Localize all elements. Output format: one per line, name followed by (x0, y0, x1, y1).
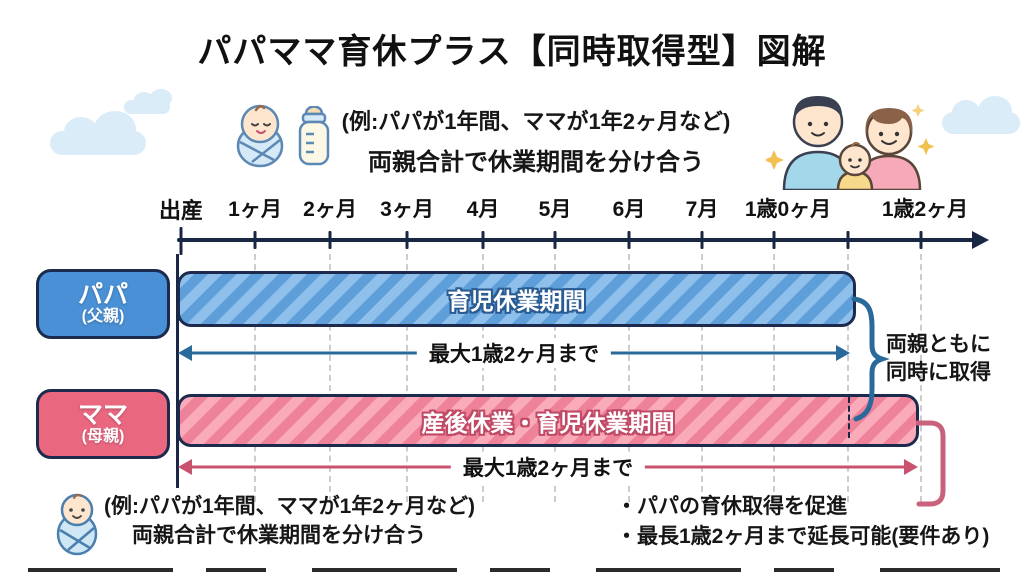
axis-tick (481, 231, 485, 249)
bottom-example-note: (例:パパが1年間、ママが1年2ヶ月など) 両親合計で休業期間を分け合う (104, 492, 475, 550)
bottom-note-line1: (例:パパが1年間、ママが1年2ヶ月など) (104, 495, 476, 518)
axis-gridline (847, 254, 849, 502)
axis-tick-label: 出産 (158, 198, 204, 223)
axis-tick-label: 7月 (685, 198, 719, 221)
axis-tick (919, 231, 923, 249)
page-title: パパママ育休プラス【同時取得型】図解 (197, 33, 827, 71)
sparkle-icon (917, 138, 935, 155)
bottom-dashed-divider (28, 568, 1000, 572)
axis-gridline (554, 254, 556, 502)
sparkle-icon (766, 150, 784, 170)
axis-gridline (773, 254, 775, 502)
axis-tick-label: 1ヶ月 (228, 198, 282, 221)
top-note-line2: 両親合計で休業期間を分け合う (368, 149, 704, 176)
axis-tick-label: 5月 (538, 198, 572, 221)
simultaneous-note: 両親ともに 同時に取得 (886, 331, 991, 387)
bullet-extension-possible: ・最長1歳2ヶ月まで延長可能(要件あり) (616, 525, 990, 548)
axis-gridline (920, 254, 922, 502)
simultaneous-note-line2: 同時に取得 (886, 361, 991, 384)
axis-tick (627, 231, 631, 249)
mama-range-label: 最大1歳2ヶ月まで (450, 452, 646, 482)
cloud-icon (124, 89, 172, 114)
timeline-axis (177, 238, 975, 242)
axis-tick-label: 4月 (466, 198, 500, 221)
benefit-bullets: ・パパの育休取得を促進 ・最長1歳2ヶ月まで延長可能(要件あり) (616, 492, 989, 552)
family-illustration (766, 96, 935, 190)
axis-tick-label: 1歳2ヶ月 (881, 198, 969, 221)
mama-range-arrow: 最大1歳2ヶ月まで (178, 452, 918, 482)
bottle-icon (298, 106, 330, 166)
mama-bar-label: 産後休業・育児休業期間 (421, 409, 675, 436)
birth-reference-line (176, 254, 179, 488)
axis-gridline (329, 254, 331, 502)
axis-tick (700, 231, 704, 249)
sparkle-icon (911, 104, 925, 117)
cloud-icon (50, 111, 146, 155)
papa-role: (父親) (81, 308, 125, 325)
papa-range-arrow: 最大1歳2ヶ月まで (178, 338, 850, 368)
axis-gridline (701, 254, 703, 502)
axis-gridline (406, 254, 408, 502)
baby-icon (236, 104, 284, 168)
simultaneous-end-dashed-line (848, 397, 850, 438)
papa-role-box: パパ (父親) (36, 269, 170, 339)
mama-role: (母親) (81, 428, 125, 445)
axis-tick (179, 227, 183, 255)
axis-tick (553, 231, 557, 249)
simultaneous-note-line1: 両親ともに (886, 333, 991, 356)
axis-tick (253, 231, 257, 249)
mama-role-box: ママ (母親) (36, 389, 170, 459)
arrow-right-icon (836, 345, 850, 361)
extension-bracket-icon (916, 420, 946, 507)
axis-tick (772, 231, 776, 249)
papa-leave-bar: 育児休業期間 (177, 271, 856, 327)
axis-gridline (628, 254, 630, 502)
axis-tick (328, 231, 332, 249)
papa-bar-label: 育児休業期間 (447, 288, 586, 314)
cloud-icon (942, 96, 1020, 134)
top-example-note: (例:パパが1年間、ママが1年2ヶ月など) 両親合計で休業期間を分け合う (336, 104, 736, 177)
axis-tick-label: 3ヶ月 (380, 198, 434, 221)
bullet-promote-papa-leave: ・パパの育休取得を促進 (616, 495, 847, 518)
mama-name: ママ (77, 401, 128, 429)
simultaneous-brace-icon (851, 296, 890, 422)
axis-tick (846, 231, 850, 249)
axis-tick-label: 2ヶ月 (303, 198, 357, 221)
axis-tick-label: 6月 (612, 198, 646, 221)
axis-gridline (482, 254, 484, 502)
axis-tick-label: 1歳0ヶ月 (744, 198, 832, 221)
papa-range-label: 最大1歳2ヶ月まで (416, 338, 612, 368)
papa-name: パパ (77, 281, 128, 309)
axis-tick (405, 231, 409, 249)
bottom-note-line2: 両親合計で休業期間を分け合う (132, 524, 426, 547)
arrow-right-icon (904, 459, 918, 475)
arrow-left-icon (178, 459, 192, 475)
top-note-line1: (例:パパが1年間、ママが1年2ヶ月など) (341, 109, 731, 134)
baby-icon (56, 493, 98, 556)
mama-leave-bar: 産後休業・育児休業期間 (177, 394, 919, 447)
timeline-arrowhead-icon (972, 231, 989, 249)
axis-gridline (254, 254, 256, 502)
arrow-left-icon (178, 345, 192, 361)
